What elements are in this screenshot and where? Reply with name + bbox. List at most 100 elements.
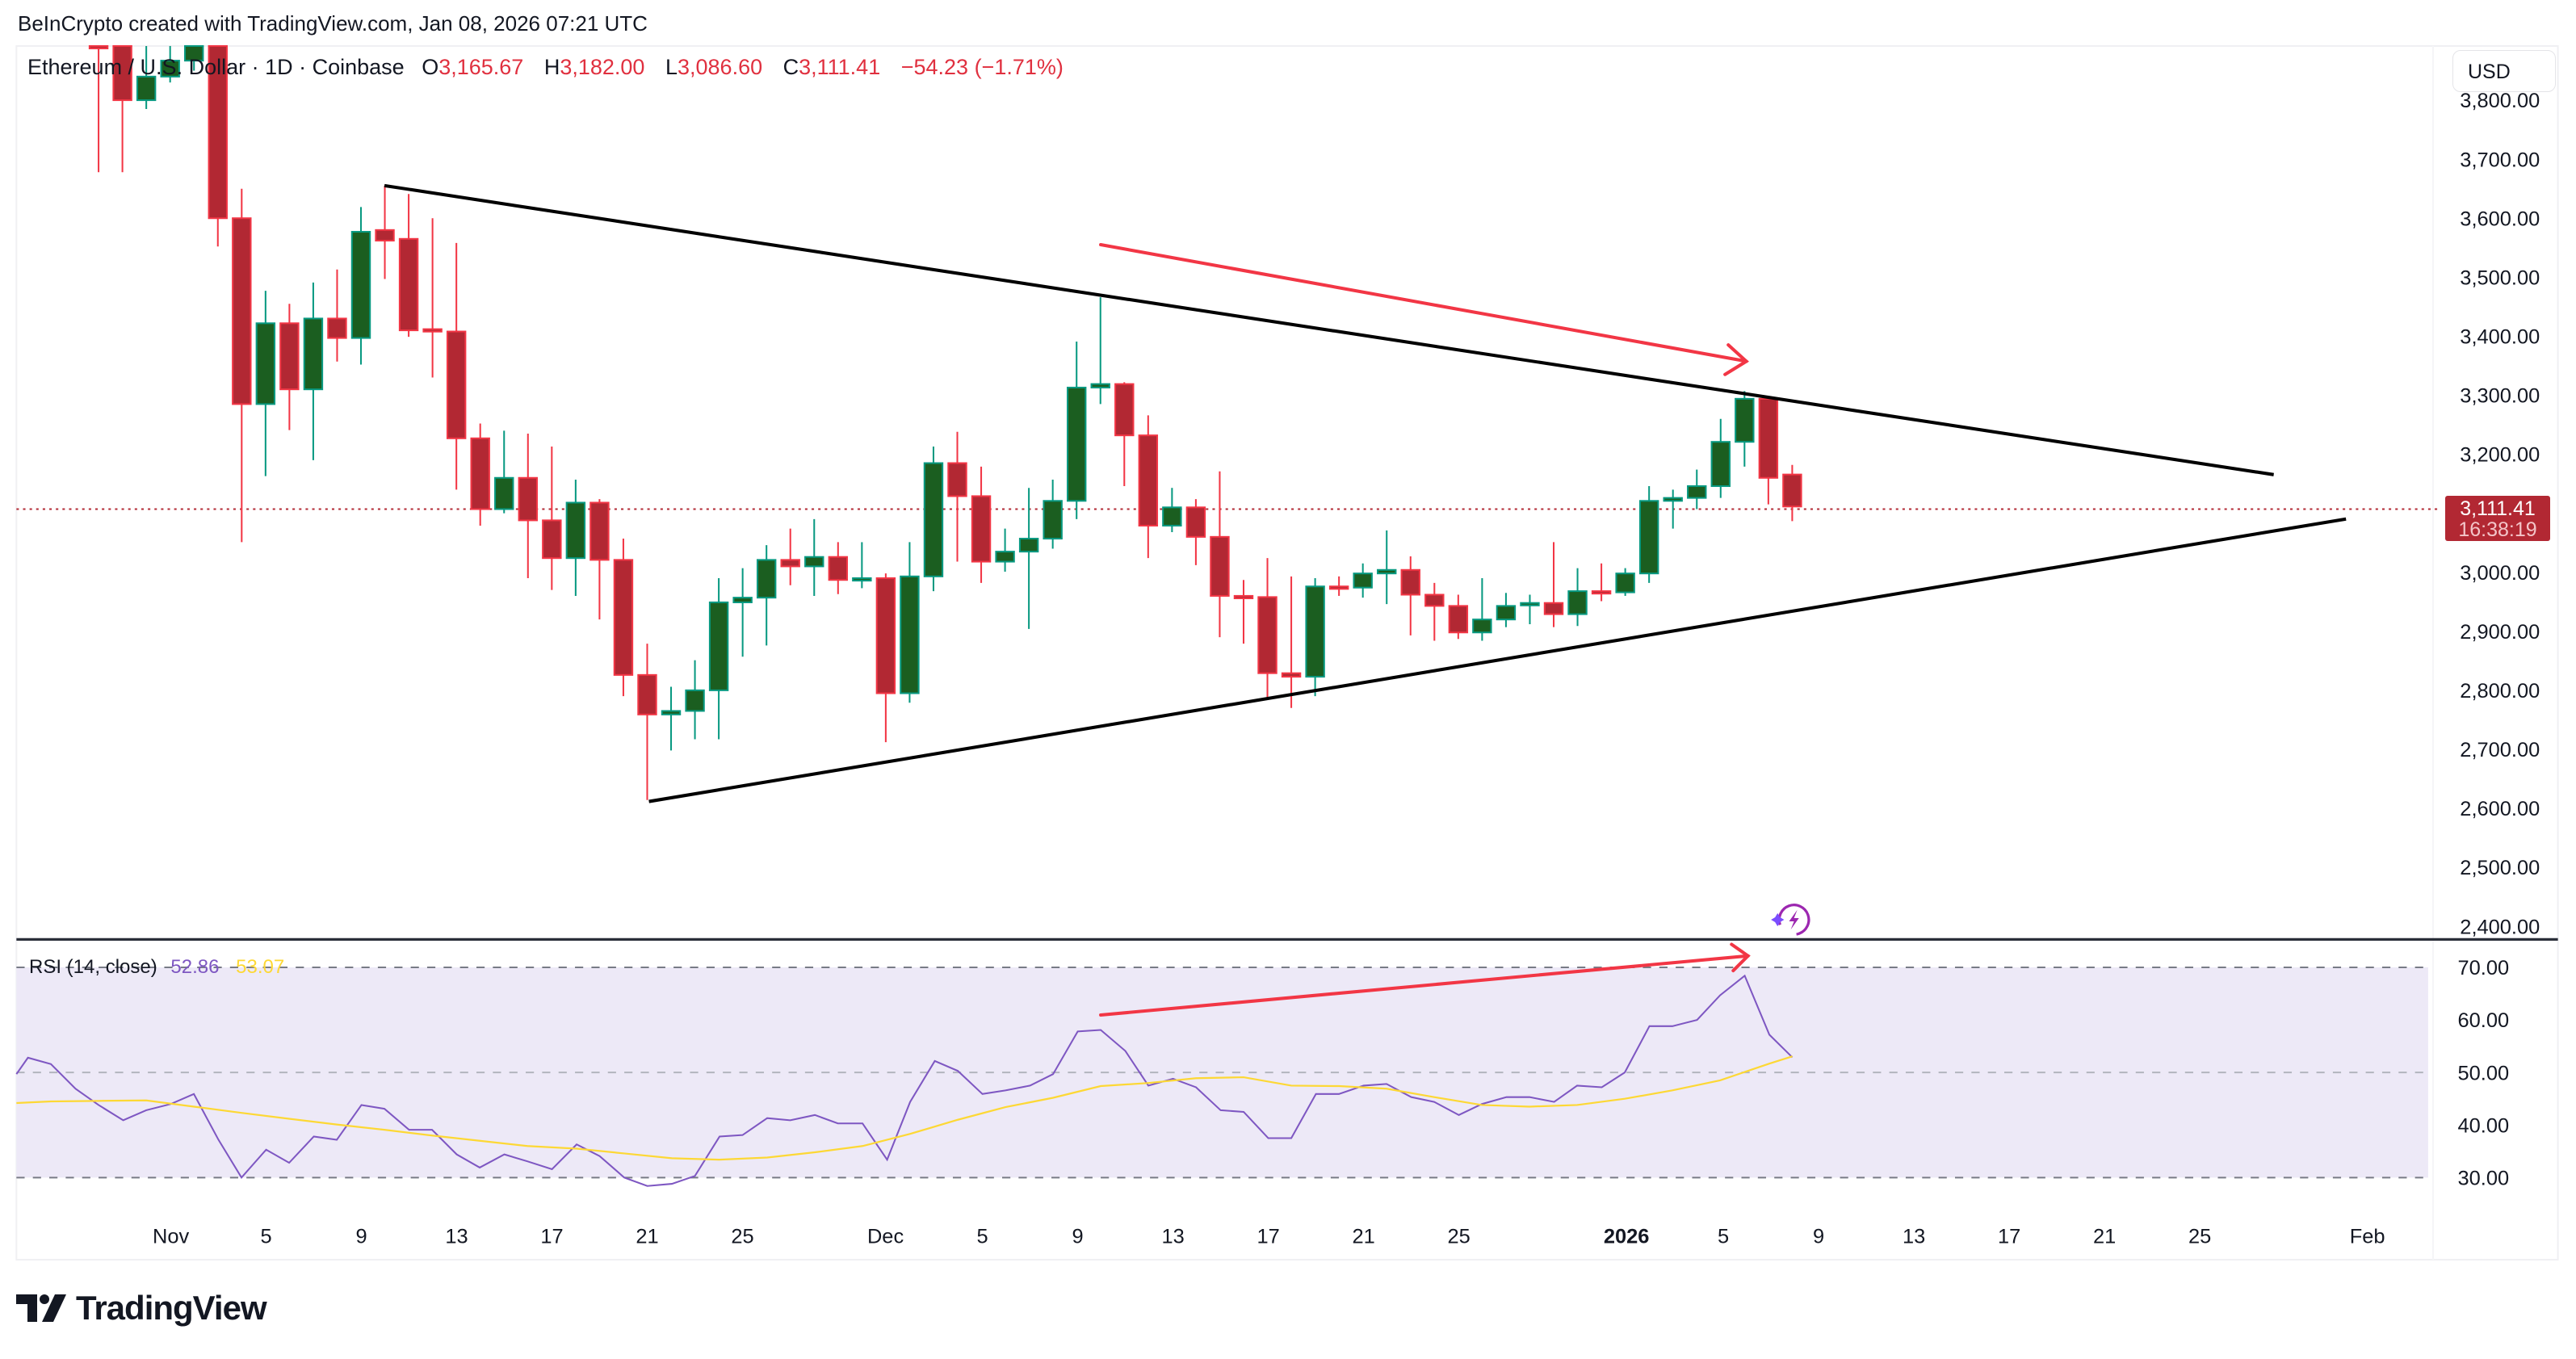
rsi-value: 52.86 (170, 956, 220, 978)
bar-countdown: 16:38:19 (2458, 518, 2537, 541)
candle[interactable] (303, 282, 324, 460)
candle[interactable] (398, 194, 419, 338)
triangle-lower-trendline[interactable] (648, 517, 2347, 803)
candle[interactable] (732, 568, 753, 657)
candle[interactable] (852, 542, 872, 589)
candle[interactable] (1663, 489, 1683, 529)
candle[interactable] (804, 518, 824, 596)
candle[interactable] (1472, 578, 1492, 641)
price-axis[interactable]: 3,800.00 3,700.00 3,600.00 3,500.00 3,400.00… (2460, 90, 2540, 938)
candle[interactable] (422, 218, 443, 378)
candle[interactable] (947, 431, 967, 562)
candle[interactable] (446, 242, 467, 490)
candle[interactable] (1090, 297, 1110, 405)
triangle-upper-trendline[interactable] (384, 183, 2274, 476)
candle[interactable] (208, 44, 228, 247)
candle[interactable] (1018, 488, 1039, 629)
candle[interactable] (613, 539, 634, 697)
tradingview-logo[interactable]: TradingView (16, 1289, 267, 1328)
candle[interactable] (232, 188, 252, 543)
candle[interactable] (780, 528, 800, 585)
last-price-value: 3,111.41 (2460, 497, 2536, 520)
rsi-ma-line[interactable] (16, 1055, 1793, 1161)
candle[interactable] (1520, 594, 1540, 625)
candle[interactable] (88, 44, 109, 173)
candle[interactable] (1281, 576, 1302, 708)
candle[interactable] (589, 499, 610, 620)
candle[interactable] (350, 207, 371, 365)
rsi-line[interactable] (15, 974, 1794, 1187)
candle[interactable] (1638, 486, 1659, 583)
time-tick-label: Feb (2350, 1226, 2385, 1248)
candle[interactable] (1710, 418, 1731, 498)
rsi-higher-high-arrow[interactable] (1099, 942, 1751, 1017)
candle[interactable] (1424, 582, 1445, 641)
candle[interactable] (1328, 576, 1349, 596)
candle[interactable] (1210, 471, 1230, 638)
candle[interactable] (1400, 556, 1420, 635)
candle[interactable] (1758, 396, 1779, 505)
candle[interactable] (518, 433, 538, 579)
candle[interactable] (1567, 568, 1588, 627)
time-tick-label: 13 (1161, 1226, 1184, 1248)
candle[interactable] (1114, 382, 1135, 487)
candle[interactable] (1257, 558, 1278, 700)
candle[interactable] (708, 578, 729, 740)
candle[interactable] (1043, 479, 1063, 549)
rsi-axis[interactable]: 70.00 60.00 50.00 40.00 30.00 (2458, 957, 2510, 1189)
candle[interactable] (685, 660, 705, 740)
candle[interactable] (112, 44, 132, 173)
candle[interactable] (494, 430, 514, 514)
candle[interactable] (1543, 542, 1564, 627)
candle[interactable] (1233, 580, 1254, 644)
time-axis[interactable]: Nov 5 9 13 17 21 25 Dec 5 9 13 17 21 25 2026 5 9 13 17 21 25… (153, 1226, 2385, 1248)
candle[interactable] (160, 45, 180, 83)
candle[interactable] (756, 545, 777, 646)
price-tick-label: 3,000.00 (2460, 562, 2540, 585)
candle[interactable] (1067, 341, 1087, 519)
candle[interactable] (327, 269, 347, 362)
candle[interactable] (1687, 469, 1707, 510)
candle[interactable] (1782, 464, 1802, 522)
candle[interactable] (661, 686, 682, 751)
candle[interactable] (1448, 594, 1469, 640)
candle[interactable] (923, 447, 944, 592)
candle[interactable] (1353, 563, 1373, 598)
price-lower-high-arrow[interactable] (1099, 243, 1749, 376)
low-value: 3,086.60 (678, 55, 763, 79)
candle[interactable] (1138, 415, 1159, 559)
candle[interactable] (375, 186, 395, 279)
candle[interactable] (542, 447, 562, 590)
close-value: 3,111.41 (799, 55, 881, 79)
candle[interactable] (1615, 568, 1635, 596)
time-tick-label: 25 (1447, 1226, 1470, 1248)
symbol-title[interactable]: Ethereum / U.S. Dollar · 1D · Coinbase (27, 55, 405, 79)
rsi-series (15, 974, 1794, 1187)
currency-button[interactable]: USD (2452, 50, 2556, 92)
time-tick-label: 2026 (1604, 1226, 1650, 1248)
lightning-sparkle-icon[interactable] (1771, 901, 1813, 939)
candle[interactable] (136, 45, 157, 110)
candle[interactable] (184, 44, 204, 71)
candle[interactable] (637, 644, 657, 800)
candle[interactable] (1496, 593, 1517, 627)
rsi-title[interactable]: RSI (14, close) (29, 956, 157, 978)
candle[interactable] (828, 542, 849, 594)
candle[interactable] (1591, 563, 1612, 602)
candle[interactable] (1162, 488, 1182, 533)
candle[interactable] (995, 528, 1015, 572)
candle[interactable] (1185, 499, 1206, 565)
candle[interactable] (279, 304, 300, 430)
time-tick-label: 9 (1072, 1226, 1084, 1248)
candle[interactable] (1735, 391, 1755, 467)
candle[interactable] (565, 479, 586, 596)
candle[interactable] (875, 573, 896, 743)
candle[interactable] (1377, 530, 1397, 605)
candle[interactable] (971, 466, 992, 583)
candle[interactable] (470, 423, 490, 526)
candle[interactable] (900, 542, 920, 703)
candle[interactable] (1305, 578, 1325, 697)
time-tick-label: 9 (356, 1226, 367, 1248)
candle[interactable] (255, 291, 276, 476)
